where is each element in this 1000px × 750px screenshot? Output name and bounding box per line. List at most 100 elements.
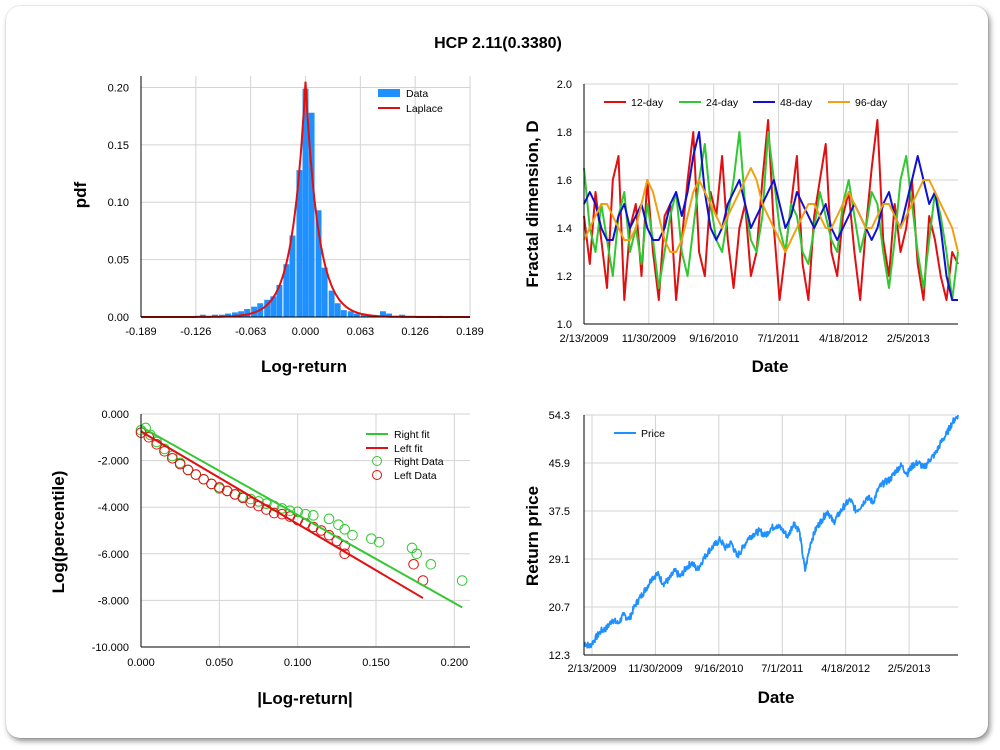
tail-scatter-panel: |Log-return| Log(percentile) 0.000 0.050 0… bbox=[49, 409, 470, 708]
fractal-line-12-day bbox=[583, 119, 959, 301]
tail-y-tick: -6.000 bbox=[98, 549, 129, 561]
fractal-legend-24: 24-day bbox=[706, 97, 739, 109]
tail-right-data-point bbox=[347, 529, 358, 541]
price-plot-area bbox=[584, 415, 958, 655]
tail-xlabel: |Log-return| bbox=[257, 689, 352, 708]
tail-y-tick: -2.000 bbox=[98, 456, 129, 468]
fractal-legend-48: 48-day bbox=[780, 97, 813, 109]
pdf-histogram-panel: Log-return pdf -0.189 -0.126 -0.063 0.000 0.… bbox=[71, 76, 484, 376]
tail-y-tick: -8.000 bbox=[98, 595, 129, 607]
pdf-xlabel: Log-return bbox=[261, 357, 347, 376]
pdf-bar bbox=[302, 88, 309, 317]
pdf-legend-laplace: Laplace bbox=[406, 103, 443, 115]
price-x-tick: 11/30/2009 bbox=[628, 663, 682, 675]
fractal-y-tick: 1.0 bbox=[557, 319, 572, 331]
price-y-tick: 29.1 bbox=[549, 554, 570, 566]
pdf-bar bbox=[334, 303, 341, 317]
tail-legend-rightdata: Right Data bbox=[394, 456, 444, 468]
price-panel: Date Return price 2/13/2009 11/30/2009 9/1… bbox=[523, 410, 959, 707]
tail-right-data-point bbox=[151, 436, 162, 448]
pdf-y-tick: 0.10 bbox=[108, 197, 129, 209]
pdf-x-tick: -0.189 bbox=[125, 326, 156, 338]
pdf-ylabel: pdf bbox=[71, 181, 90, 208]
pdf-x-tick: 0.189 bbox=[456, 326, 484, 338]
fractal-y-tick: 1.8 bbox=[557, 127, 572, 139]
tail-left-data-point bbox=[237, 492, 249, 504]
pdf-x-tick: 0.000 bbox=[292, 326, 320, 338]
fractal-y-tick: 1.4 bbox=[557, 223, 572, 235]
tail-legend-leftdata: Left Data bbox=[394, 470, 437, 482]
pdf-legend-data-swatch bbox=[378, 89, 400, 97]
tail-x-tick: 0.150 bbox=[362, 657, 390, 669]
price-x-tick: 2/13/2009 bbox=[568, 663, 617, 675]
price-xlabel: Date bbox=[758, 688, 795, 707]
pdf-bar bbox=[340, 310, 347, 317]
price-x-tick: 9/16/2010 bbox=[694, 663, 743, 675]
pdf-bar bbox=[321, 267, 328, 317]
fractal-y-tick: 2.0 bbox=[557, 79, 572, 91]
tail-plot-area bbox=[141, 414, 470, 647]
pdf-y-tick: 0.05 bbox=[108, 255, 129, 267]
pdf-bar bbox=[347, 311, 354, 317]
tail-y-tick: -4.000 bbox=[98, 502, 129, 514]
tail-ylabel: Log(percentile) bbox=[49, 471, 68, 594]
price-legend-price: Price bbox=[641, 428, 665, 440]
tail-right-data-point bbox=[308, 510, 319, 521]
tail-right-fit-line bbox=[140, 425, 463, 609]
pdf-bar bbox=[328, 290, 335, 317]
tail-left-data-point bbox=[190, 469, 202, 480]
tail-right-data-point bbox=[253, 496, 264, 507]
pdf-bar bbox=[264, 299, 271, 317]
pdf-bar bbox=[386, 313, 393, 317]
fractal-x-tick: 9/16/2010 bbox=[689, 333, 738, 345]
fractal-line-96-day bbox=[583, 167, 959, 253]
tail-left-data-point bbox=[276, 508, 288, 520]
price-x-tick: 2/5/2013 bbox=[888, 663, 931, 675]
tail-left-data-point bbox=[167, 452, 178, 464]
tail-legend-rightfit: Right fit bbox=[394, 429, 430, 441]
fractal-ylabel: Fractal dimension, D bbox=[523, 120, 542, 287]
pdf-y-tick: 0.20 bbox=[108, 82, 129, 94]
tail-left-data-point bbox=[198, 473, 209, 485]
price-y-tick: 37.5 bbox=[549, 506, 570, 518]
fractal-x-tick: 4/18/2012 bbox=[819, 333, 868, 345]
pdf-bar bbox=[353, 313, 360, 317]
pdf-bar bbox=[225, 313, 231, 317]
fractal-y-tick: 1.6 bbox=[557, 175, 572, 187]
pdf-x-tick: -0.126 bbox=[180, 326, 211, 338]
tail-x-tick: 0.100 bbox=[284, 657, 312, 669]
tail-right-data-point bbox=[373, 536, 385, 548]
fractal-x-tick: 7/1/2011 bbox=[758, 333, 800, 345]
pdf-bar bbox=[308, 112, 315, 317]
figure-title: HCP 2.11(0.3380) bbox=[434, 35, 562, 52]
tail-right-data-point bbox=[456, 575, 468, 586]
pdf-x-tick: 0.063 bbox=[347, 326, 375, 338]
pdf-legend-data: Data bbox=[406, 88, 428, 100]
price-y-tick: 45.9 bbox=[549, 458, 570, 470]
price-y-tick: 12.3 bbox=[549, 650, 570, 662]
fractal-line-24-day bbox=[583, 131, 959, 301]
tail-right-data-point bbox=[339, 524, 350, 535]
fractal-legend-12: 12-day bbox=[631, 97, 664, 109]
tail-left-data-point bbox=[143, 432, 155, 443]
price-ylabel: Return price bbox=[523, 486, 542, 586]
pdf-bar bbox=[366, 315, 373, 317]
pdf-bar bbox=[315, 210, 322, 317]
pdf-bar bbox=[232, 312, 238, 317]
tail-y-tick: -10.000 bbox=[92, 642, 129, 654]
pdf-y-tick: 0.15 bbox=[108, 140, 129, 152]
price-x-tick: 7/1/2011 bbox=[761, 663, 803, 675]
tail-x-tick: 0.000 bbox=[127, 657, 155, 669]
tail-right-data-point bbox=[323, 513, 335, 525]
tail-legend-leftdata-swatch bbox=[372, 470, 382, 480]
tail-left-data-point bbox=[174, 458, 186, 470]
tail-left-data-point bbox=[408, 558, 419, 570]
pdf-bar bbox=[238, 311, 245, 317]
fractal-y-tick: 1.2 bbox=[557, 271, 572, 283]
fractal-dimension-panel: Date Fractal dimension, D 2/13/2009 11/30… bbox=[523, 79, 959, 376]
fractal-xlabel: Date bbox=[752, 357, 789, 376]
pdf-bar bbox=[276, 284, 283, 317]
fractal-legend-96: 96-day bbox=[855, 97, 888, 109]
pdf-bar bbox=[244, 308, 251, 317]
